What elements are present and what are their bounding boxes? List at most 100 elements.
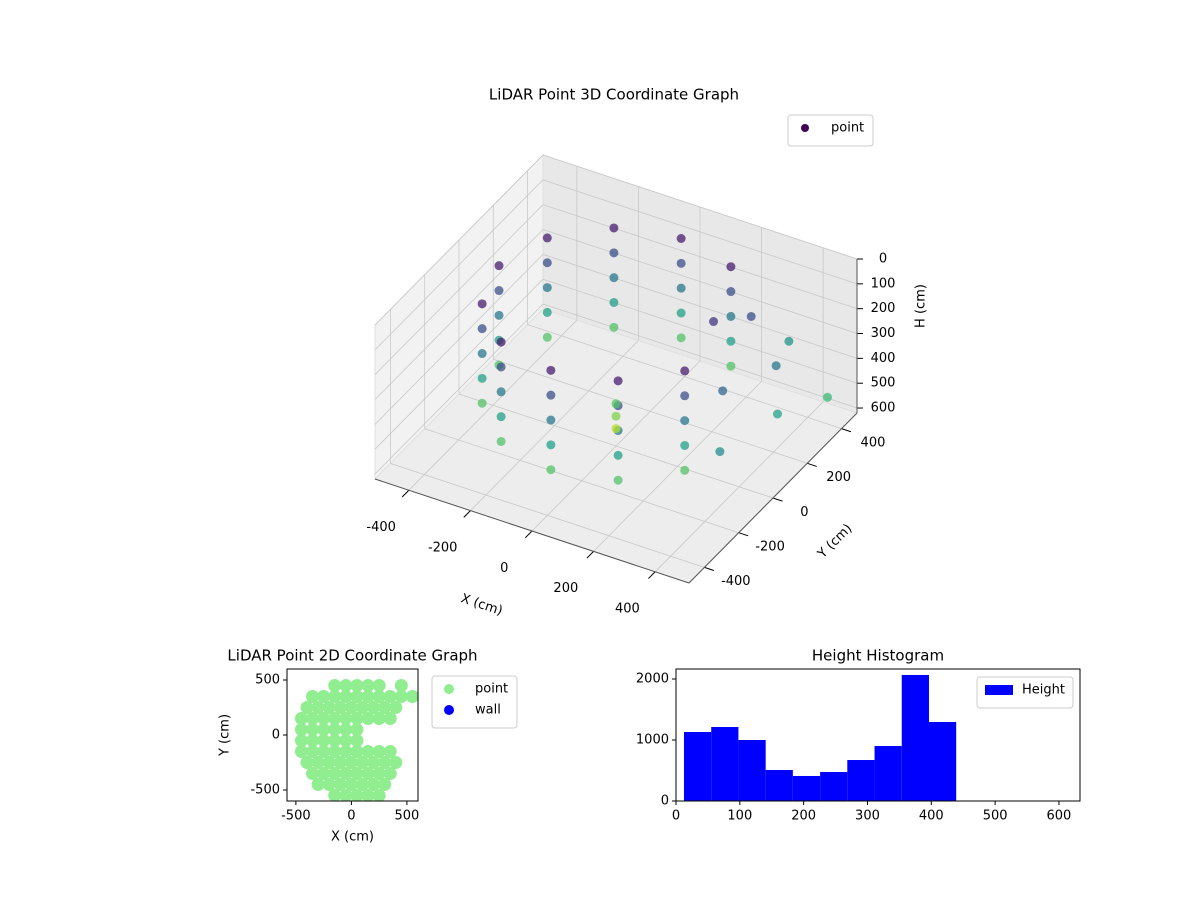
point — [361, 789, 375, 801]
point — [328, 745, 342, 758]
point — [378, 778, 392, 791]
y-tick — [772, 497, 783, 502]
point — [350, 712, 364, 725]
point — [328, 690, 342, 703]
bar — [792, 775, 821, 801]
point — [328, 679, 342, 692]
legend-label: Height — [1022, 683, 1065, 698]
x-tick-label: 0 — [500, 561, 508, 576]
point — [322, 778, 336, 791]
x-axis-label: X (cm) — [331, 830, 374, 845]
point — [350, 789, 364, 801]
legend-box — [787, 114, 874, 147]
point — [383, 712, 397, 725]
point — [494, 286, 504, 296]
z-tick-label: 400 — [871, 351, 896, 366]
point — [383, 767, 397, 780]
point — [339, 690, 353, 703]
point — [709, 317, 719, 327]
y-tick-label: 1000 — [636, 733, 669, 748]
point — [361, 745, 375, 758]
grid-line — [374, 154, 544, 326]
point — [542, 283, 552, 293]
point — [339, 712, 353, 725]
point — [322, 756, 336, 769]
x-tick-label: -200 — [428, 540, 458, 555]
point — [609, 248, 619, 258]
point — [361, 690, 375, 703]
point — [328, 789, 342, 801]
point — [311, 701, 325, 714]
point — [542, 307, 552, 317]
point — [328, 767, 342, 780]
point — [339, 789, 353, 801]
x-axis — [374, 478, 690, 584]
point — [772, 409, 782, 419]
point — [339, 679, 353, 692]
point — [383, 690, 397, 703]
point — [367, 778, 381, 791]
point — [350, 679, 364, 692]
point — [344, 701, 358, 714]
point — [355, 756, 369, 769]
point — [361, 679, 375, 692]
bar — [847, 760, 875, 801]
point — [372, 679, 386, 692]
bar — [820, 772, 848, 801]
legend-label: point — [831, 121, 864, 136]
point — [611, 399, 621, 409]
grid-line — [542, 303, 858, 409]
x-tick-label: 500 — [983, 809, 1008, 824]
z-tick-label: 300 — [871, 326, 896, 341]
point — [680, 416, 690, 426]
x-tick — [524, 530, 533, 539]
point — [546, 365, 556, 375]
chart-title: LiDAR Point 2D Coordinate Graph — [227, 647, 477, 665]
point — [311, 756, 325, 769]
point — [317, 712, 331, 725]
bar — [711, 727, 739, 801]
point — [339, 745, 353, 758]
grid-line — [458, 393, 774, 499]
point — [609, 297, 619, 307]
grid-line — [542, 179, 858, 285]
point — [378, 701, 392, 714]
points — [294, 679, 418, 801]
y-tick-label: 2000 — [636, 672, 669, 687]
point — [613, 475, 623, 485]
point — [306, 690, 320, 703]
y-tick-label: 200 — [826, 470, 851, 485]
point — [394, 679, 408, 692]
point — [317, 767, 331, 780]
bar — [874, 745, 902, 801]
point — [361, 712, 375, 725]
point — [372, 789, 386, 801]
point — [322, 701, 336, 714]
point — [718, 386, 728, 396]
point — [300, 701, 314, 714]
point — [676, 308, 686, 318]
point — [317, 734, 331, 747]
bar — [928, 722, 957, 801]
point — [477, 398, 487, 408]
point — [306, 767, 320, 780]
point — [339, 734, 353, 747]
point — [333, 778, 347, 791]
x-tick-label: 400 — [615, 602, 640, 617]
grid-line — [374, 254, 544, 425]
point — [496, 436, 506, 446]
x-tick-label: 600 — [1047, 809, 1072, 824]
x-tick-label: 200 — [791, 809, 816, 824]
x-tick — [463, 510, 471, 518]
point — [350, 734, 364, 747]
point — [317, 745, 331, 758]
point — [294, 712, 308, 725]
point — [294, 745, 308, 758]
grid-line — [374, 303, 544, 475]
point — [333, 701, 347, 714]
point — [372, 690, 386, 703]
point — [609, 273, 619, 283]
legend-key — [801, 124, 809, 132]
grid-line — [374, 278, 544, 450]
